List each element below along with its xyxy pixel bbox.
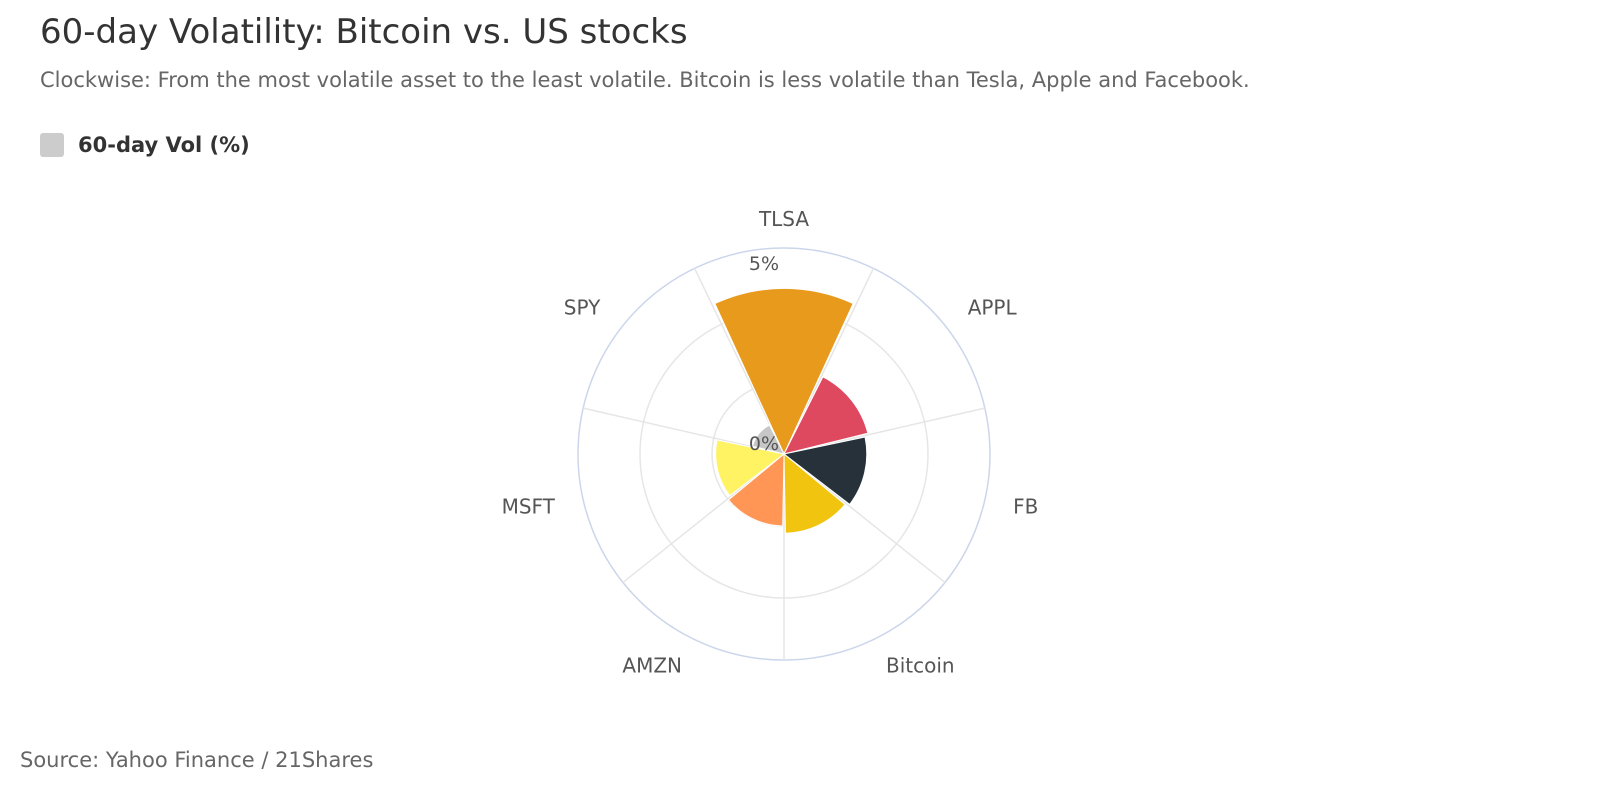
grid-spoke bbox=[783, 407, 986, 455]
chart-labels: 0% 5% TLSA APPL FB Bitcoin AMZN MSFT SPY bbox=[502, 207, 1039, 678]
chart-bars bbox=[714, 287, 869, 534]
radial-tick-label: 5% bbox=[749, 253, 779, 275]
grid-spoke bbox=[783, 453, 946, 584]
category-label-spy: SPY bbox=[564, 296, 601, 320]
category-label-fb: FB bbox=[1013, 494, 1038, 518]
source-credit: Source: Yahoo Finance / 21Shares bbox=[20, 748, 374, 772]
legend-label[interactable]: 60-day Vol (%) bbox=[78, 133, 250, 157]
bar-amzn[interactable] bbox=[727, 452, 785, 527]
grid-spoke bbox=[582, 407, 785, 455]
category-label-msft: MSFT bbox=[502, 494, 556, 518]
bar-bitcoin[interactable] bbox=[783, 452, 846, 534]
grid-spoke bbox=[783, 268, 875, 455]
bar-tlsa[interactable] bbox=[714, 287, 854, 456]
legend-swatch[interactable] bbox=[40, 133, 64, 157]
bar-msft[interactable] bbox=[715, 439, 786, 497]
bar-spy[interactable] bbox=[751, 424, 785, 455]
chart-subtitle: Clockwise: From the most volatile asset … bbox=[40, 68, 1250, 92]
category-label-tlsa: TLSA bbox=[758, 207, 809, 231]
chart-title: 60-day Volatility: Bitcoin vs. US stocks bbox=[40, 12, 688, 52]
bar-appl[interactable] bbox=[783, 376, 869, 455]
grid-spoke bbox=[622, 453, 785, 584]
bar-fb[interactable] bbox=[782, 436, 868, 506]
category-label-amzn: AMZN bbox=[622, 654, 682, 678]
category-label-bitcoin: Bitcoin bbox=[886, 654, 955, 678]
legend[interactable]: 60-day Vol (%) bbox=[40, 133, 250, 157]
grid-spoke bbox=[693, 268, 785, 455]
category-label-appl: APPL bbox=[968, 296, 1018, 320]
radial-tick-label: 0% bbox=[749, 433, 779, 455]
